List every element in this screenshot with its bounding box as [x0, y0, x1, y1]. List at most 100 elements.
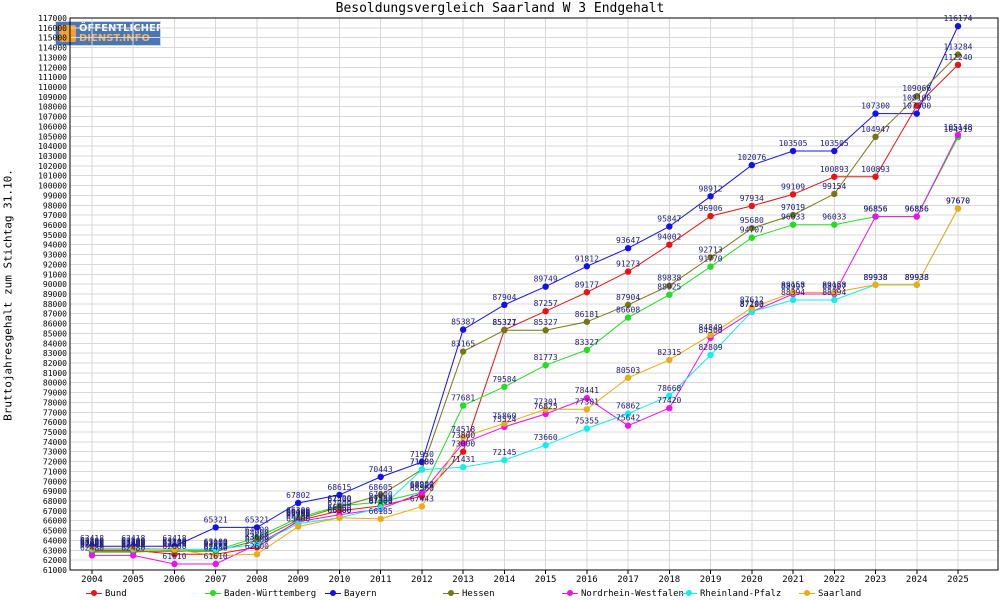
series-line-bayern: [92, 25, 959, 547]
data-label-bayern: 68615: [327, 483, 351, 492]
y-tick-label: 65000: [43, 527, 67, 536]
data-label-hessen: 85327: [534, 318, 558, 327]
data-label-rheinland-pfalz: 63100: [121, 537, 145, 546]
y-tick-label: 96000: [43, 221, 67, 230]
legend-swatch-icon: [799, 589, 815, 598]
x-tick-label: 2016: [576, 575, 598, 585]
data-point-hessen: [666, 282, 673, 289]
data-label-nordrhein-westfalen: 78441: [575, 386, 599, 395]
data-point-hessen: [748, 224, 756, 232]
data-point-saarland: [418, 503, 426, 510]
data-label-nordrhein-westfalen: 87193: [740, 300, 764, 309]
data-label-bayern: 65321: [204, 515, 228, 524]
data-point-bayern: [542, 283, 549, 290]
data-label-bayern: 70443: [369, 465, 393, 474]
y-tick-label: 89000: [43, 290, 67, 299]
data-label-rheinland-pfalz: 88394: [822, 288, 846, 297]
data-label-rheinland-pfalz: 71180: [410, 458, 434, 467]
x-tick-label: 2025: [947, 575, 969, 585]
data-label-bayern: 63418: [80, 534, 104, 543]
data-label-bayern: 63418: [121, 534, 145, 543]
legend-label: Nordrhein-Westfalen: [581, 589, 684, 599]
data-label-bayern: 67802: [286, 491, 310, 500]
data-point-bayern: [253, 524, 261, 531]
data-point-bayern: [831, 147, 838, 155]
data-point-nordrhein-westfalen: [459, 440, 467, 447]
logo: ÖFFENTLICHER DIENST.INFO: [55, 21, 164, 46]
data-point-saarland: [913, 281, 920, 288]
data-label-hessen: 62900: [121, 539, 145, 548]
data-point-rheinland-pfalz: [666, 392, 673, 400]
data-label-saarland: 66185: [369, 507, 393, 516]
data-point-baden-wuerttemberg: [542, 362, 549, 369]
x-tick-label: 2015: [535, 575, 557, 585]
y-tick-label: 106000: [38, 122, 67, 131]
data-point-bayern: [789, 147, 797, 155]
data-label-bund: 96906: [699, 204, 723, 213]
data-point-baden-wuerttemberg: [501, 383, 508, 391]
data-label-hessen: 89838: [657, 274, 681, 283]
data-label-hessen: 95680: [740, 216, 764, 225]
data-point-saarland: [583, 406, 591, 413]
legend-label: Hessen: [462, 589, 495, 599]
data-label-nordrhein-westfalen: 96856: [905, 205, 929, 214]
data-label-bayern: 102076: [737, 153, 766, 162]
data-label-bayern: 89749: [534, 275, 558, 284]
y-tick-label: 112000: [38, 63, 67, 72]
data-point-bayern: [377, 473, 384, 481]
legend-item-baden-wuerttemberg: Baden-Württemberg: [205, 589, 316, 600]
series-line-bund: [92, 64, 959, 555]
legend-label: Bund: [105, 589, 127, 599]
data-point-hessen: [624, 301, 632, 309]
data-label-nordrhein-westfalen: 68823: [410, 481, 434, 490]
y-tick-label: 83000: [43, 349, 67, 358]
data-point-bayern: [212, 524, 219, 531]
y-tick-label: 61000: [43, 566, 67, 575]
data-label-bund: 100893: [861, 165, 890, 174]
data-point-rheinland-pfalz: [253, 541, 261, 548]
data-label-rheinland-pfalz: 89938: [905, 273, 929, 282]
data-label-bayern: 85387: [451, 318, 475, 327]
data-point-nordrhein-westfalen: [130, 552, 137, 559]
x-tick-label: 2022: [823, 575, 845, 585]
data-label-nordrhein-westfalen: 73860: [451, 431, 475, 440]
data-label-rheinland-pfalz: 72145: [492, 448, 516, 457]
y-tick-label: 85000: [43, 329, 67, 338]
data-label-bayern: 63418: [162, 534, 186, 543]
data-point-saarland: [542, 406, 549, 413]
data-point-rheinland-pfalz: [377, 504, 384, 512]
data-label-bayern: 95847: [657, 215, 681, 224]
data-label-bayern: 71950: [410, 450, 434, 459]
x-tick-label: 2005: [122, 575, 144, 585]
data-label-bund: 63000: [121, 538, 145, 547]
y-tick-label: 101000: [38, 172, 67, 181]
data-label-nordrhein-westfalen: 61610: [162, 552, 186, 561]
data-label-bund: 99109: [781, 182, 805, 191]
y-tick-label: 95000: [43, 231, 67, 240]
data-point-rheinland-pfalz: [624, 410, 632, 417]
data-label-rheinland-pfalz: 88394: [781, 288, 805, 297]
y-tick-label: 90000: [43, 280, 67, 289]
data-point-nordrhein-westfalen: [418, 489, 426, 497]
data-point-bayern: [913, 110, 920, 117]
data-label-bund: 89177: [575, 280, 599, 289]
data-point-saarland: [624, 374, 632, 381]
legend-swatch-icon: [443, 589, 459, 598]
data-label-rheinland-pfalz: 87200: [740, 300, 764, 309]
data-point-saarland: [501, 420, 508, 427]
data-label-hessen: 99154: [822, 182, 846, 191]
data-point-bayern: [666, 223, 673, 230]
data-point-bayern: [336, 491, 343, 499]
data-label-saarland: 84849: [699, 323, 723, 332]
y-tick-label: 64000: [43, 536, 67, 545]
data-label-nordrhein-westfalen: 105148: [944, 123, 973, 132]
data-label-hessen: 92713: [699, 245, 723, 254]
data-label-nordrhein-westfalen: 61610: [204, 552, 228, 561]
data-point-saarland: [954, 205, 962, 212]
y-tick-label: 103000: [38, 152, 67, 161]
y-tick-label: 76000: [43, 418, 67, 427]
data-point-rheinland-pfalz: [707, 351, 714, 359]
data-label-bund: 108100: [902, 94, 931, 103]
data-label-hessen: 67400: [327, 495, 351, 504]
